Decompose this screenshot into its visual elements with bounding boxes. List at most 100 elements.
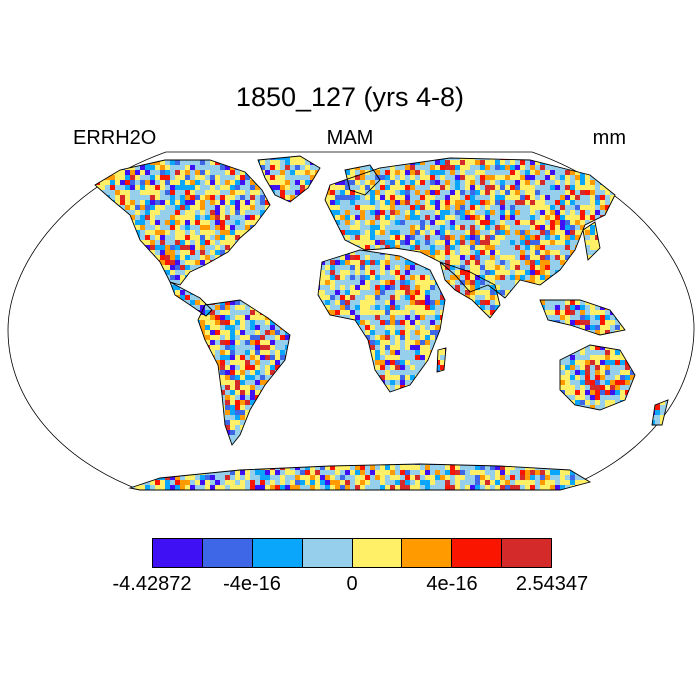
map-cell xyxy=(585,215,590,220)
map-cell xyxy=(460,240,465,245)
map-cell xyxy=(485,255,490,260)
map-cell xyxy=(400,195,405,200)
map-cell xyxy=(405,325,410,330)
map-cell xyxy=(395,315,400,320)
map-cell xyxy=(580,200,585,205)
map-cell xyxy=(530,160,535,165)
map-cell xyxy=(530,250,535,255)
map-cell xyxy=(365,180,370,185)
map-cell xyxy=(490,200,495,205)
map-cell xyxy=(240,340,245,345)
map-cell xyxy=(310,165,315,170)
map-cell xyxy=(400,325,405,330)
map-cell xyxy=(425,225,430,230)
map-cell xyxy=(520,175,525,180)
map-cell xyxy=(395,270,400,275)
map-cell xyxy=(390,220,395,225)
map-cell xyxy=(185,250,190,255)
map-cell xyxy=(420,180,425,185)
map-cell xyxy=(230,330,235,335)
map-cell xyxy=(645,156,650,160)
map-cell xyxy=(495,280,500,285)
map-cell xyxy=(555,265,560,270)
map-cell xyxy=(490,175,495,180)
map-cell xyxy=(520,165,525,170)
map-cell xyxy=(410,315,415,320)
map-cell xyxy=(675,200,680,205)
map-cell xyxy=(145,205,150,210)
map-cell xyxy=(425,200,430,205)
map-cell xyxy=(400,275,405,280)
map-cell xyxy=(465,185,470,190)
map-cell xyxy=(585,235,590,240)
map-cell xyxy=(230,235,235,240)
map-cell xyxy=(495,225,500,230)
map-cell xyxy=(440,230,445,235)
map-cell xyxy=(600,330,605,335)
map-cell xyxy=(630,180,635,185)
map-cell xyxy=(235,345,240,350)
map-cell xyxy=(330,290,335,295)
map-cell xyxy=(215,170,220,175)
map-cell xyxy=(355,220,360,225)
map-cell xyxy=(355,295,360,300)
map-cell xyxy=(80,185,85,190)
map-cell xyxy=(520,275,525,280)
map-cell xyxy=(575,315,580,320)
map-cell xyxy=(390,325,395,330)
map-cell xyxy=(400,310,405,315)
map-cell xyxy=(360,260,365,265)
map-cell xyxy=(200,185,205,190)
map-cell xyxy=(500,260,505,265)
map-cell xyxy=(175,230,180,235)
map-cell xyxy=(240,180,245,185)
map-cell xyxy=(260,200,265,205)
map-cell xyxy=(575,225,580,230)
map-cell xyxy=(90,180,95,185)
map-cell xyxy=(660,220,665,225)
map-cell xyxy=(515,230,520,235)
map-cell xyxy=(175,290,180,295)
map-cell xyxy=(100,156,105,160)
map-cell xyxy=(370,200,375,205)
map-cell xyxy=(265,165,270,170)
map-cell xyxy=(225,180,230,185)
map-cell xyxy=(200,170,205,175)
map-cell xyxy=(525,195,530,200)
map-cell xyxy=(410,290,415,295)
map-cell xyxy=(580,210,585,215)
map-cell xyxy=(265,175,270,180)
map-cell xyxy=(455,270,460,275)
map-cell xyxy=(390,205,395,210)
map-cell xyxy=(665,235,668,240)
map-cell xyxy=(580,205,585,210)
map-cell xyxy=(460,200,465,205)
map-cell xyxy=(95,160,100,165)
map-cell xyxy=(370,300,375,305)
map-cell xyxy=(160,195,165,200)
map-cell xyxy=(270,330,275,335)
map-cell xyxy=(445,175,450,180)
map-cell xyxy=(155,250,160,255)
map-cell xyxy=(150,200,155,205)
map-cell xyxy=(405,295,410,300)
map-cell xyxy=(340,255,345,260)
map-cell xyxy=(190,175,195,180)
map-cell xyxy=(565,220,570,225)
map-cell xyxy=(170,205,175,210)
map-cell xyxy=(610,170,615,175)
map-cell xyxy=(585,180,590,185)
map-cell xyxy=(585,230,590,235)
map-cell xyxy=(440,200,445,205)
map-cell xyxy=(200,305,205,310)
map-cell xyxy=(90,150,95,155)
map-cell xyxy=(195,220,200,225)
map-cell xyxy=(415,325,420,330)
map-cell xyxy=(560,220,565,225)
map-cell xyxy=(555,180,560,185)
map-cell xyxy=(350,315,355,320)
map-cell xyxy=(180,290,185,295)
map-cell xyxy=(615,320,620,325)
map-cell xyxy=(495,205,500,210)
map-cell xyxy=(100,170,105,175)
